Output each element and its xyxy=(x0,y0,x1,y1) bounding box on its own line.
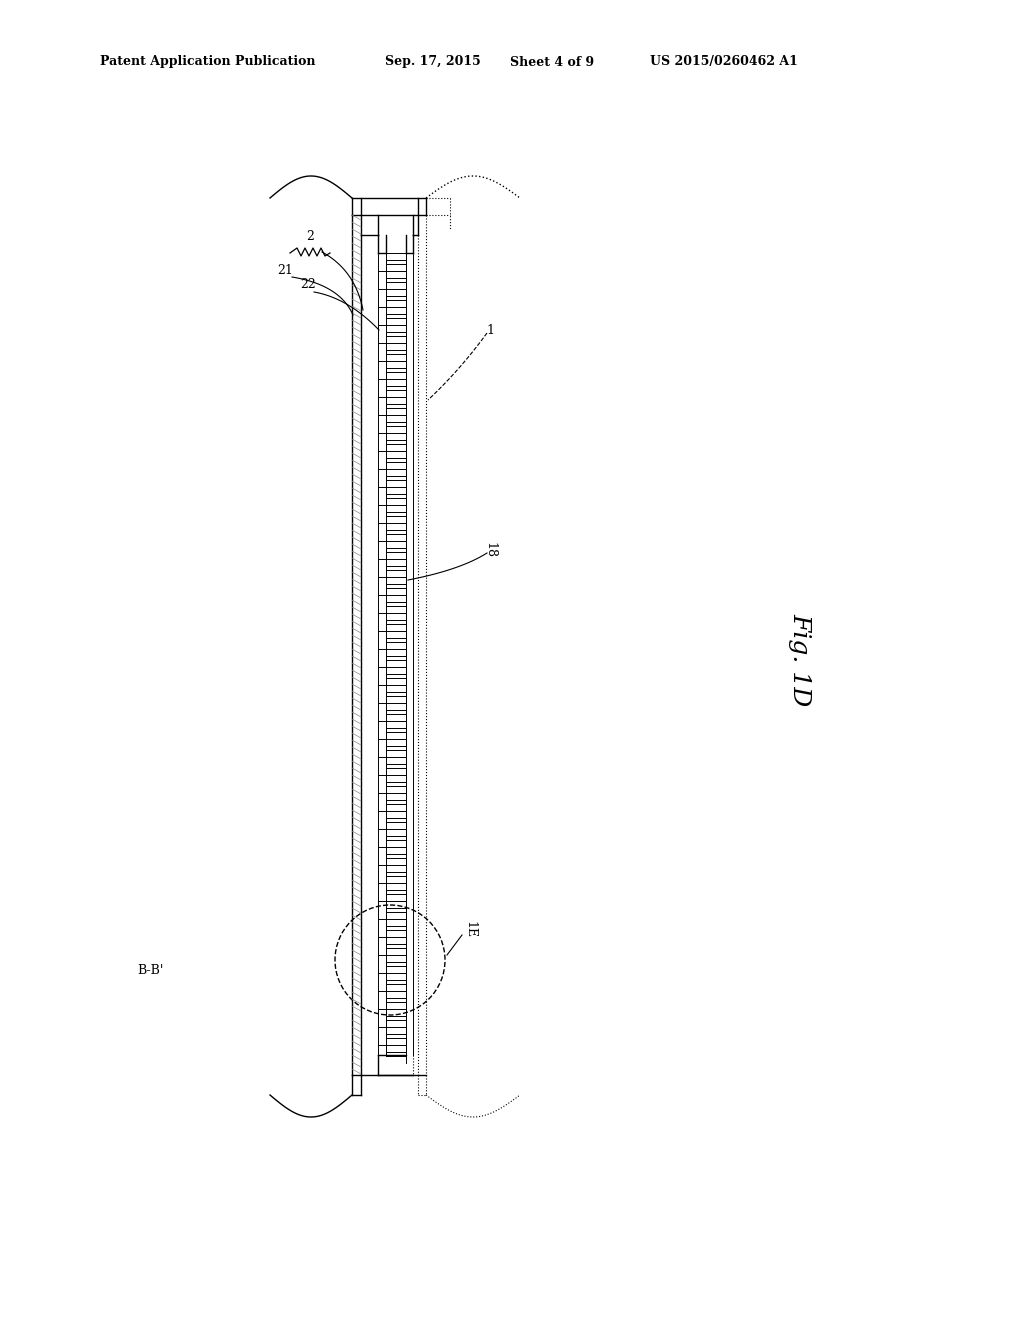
Text: Sep. 17, 2015: Sep. 17, 2015 xyxy=(385,55,480,69)
Text: Patent Application Publication: Patent Application Publication xyxy=(100,55,315,69)
Text: US 2015/0260462 A1: US 2015/0260462 A1 xyxy=(650,55,798,69)
Text: Sheet 4 of 9: Sheet 4 of 9 xyxy=(510,55,594,69)
Text: 2: 2 xyxy=(306,230,314,243)
Text: 18: 18 xyxy=(483,543,497,558)
Text: 1E: 1E xyxy=(464,921,476,939)
Text: 1: 1 xyxy=(486,323,494,337)
Text: Fig. 1D: Fig. 1D xyxy=(788,614,811,706)
Text: 21: 21 xyxy=(278,264,293,276)
Text: B-B': B-B' xyxy=(137,964,163,977)
Text: 22: 22 xyxy=(300,279,315,292)
